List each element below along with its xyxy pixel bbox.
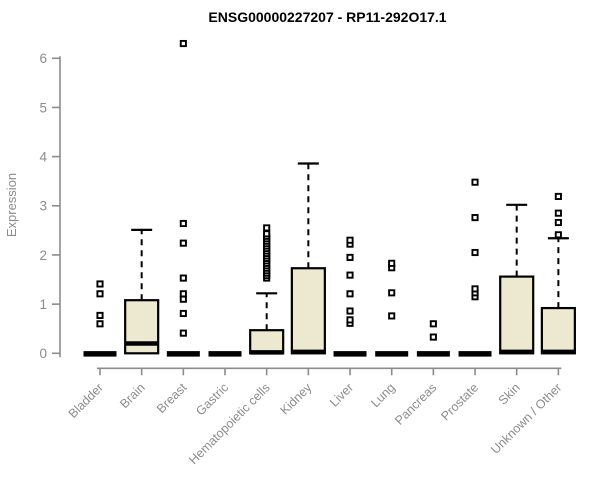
outlier-point [471,178,479,186]
y-tick-label: 6 [39,51,47,66]
x-tick-label: Liver [327,381,356,410]
outlier-point [263,224,271,232]
outlier-point [471,214,479,222]
box-collapsed-6 [333,351,367,357]
box-collapsed-3 [208,351,242,357]
outlier-point [179,329,187,337]
outlier-point [96,320,104,328]
outlier-point [179,239,187,247]
outlier-point [429,333,437,341]
x-tick-label: Kidney [278,380,315,417]
box-collapsed-7 [375,351,409,357]
box-5 [290,267,326,355]
x-tick-label: Pancreas [392,381,439,428]
x-tick-label: Lung [368,380,398,410]
outlier-point [179,219,187,228]
x-tick-label: Prostate [438,380,481,423]
outlier-point [554,231,562,239]
y-tick-label: 3 [39,199,47,214]
outlier-point [96,290,104,298]
x-tick-label: Hematopoietic cells [186,381,273,468]
box-collapsed-8 [416,351,450,357]
box-collapsed-9 [458,351,492,357]
box-11 [540,306,576,355]
outlier-point [429,320,437,328]
x-tick-label: Breast [154,380,190,416]
outlier-point [346,290,354,298]
outlier-point [388,289,396,297]
box-collapsed-0 [83,351,117,357]
outlier-point [346,316,354,324]
chart-title: ENSG00000227207 - RP11-292O17.1 [208,9,447,25]
outlier-point [179,39,187,48]
y-tick-label: 4 [39,149,47,164]
x-tick-label: Skin [496,380,523,407]
outlier-point [471,285,479,293]
box-10 [499,275,535,355]
outlier-point [346,307,354,315]
y-tick-label: 2 [39,248,47,263]
outlier-point [346,253,354,261]
y-tick-label: 0 [39,346,47,361]
y-tick-label: 5 [39,100,47,115]
x-tick-label: Unknown / Other [488,381,564,457]
outlier-point [388,259,396,267]
outlier-point [263,230,271,238]
outlier-point [554,192,562,200]
outlier-point [96,311,104,319]
outlier-point [346,236,354,244]
outlier-point [179,274,187,282]
box-4 [249,329,285,355]
outlier-point [96,280,104,288]
x-tick-label: Bladder [66,381,106,421]
x-tick-label: Gastric [193,381,231,419]
outlier-point [179,309,187,318]
box-collapsed-2 [166,351,200,357]
x-tick-label: Brain [117,380,148,411]
outlier-point [179,295,187,303]
outlier-point [554,218,562,227]
outlier-point [554,209,562,217]
y-tick-label: 1 [39,297,47,312]
outlier-point [388,312,396,320]
outlier-point [179,290,187,298]
outlier-point [471,248,479,257]
outlier-point [346,271,354,279]
